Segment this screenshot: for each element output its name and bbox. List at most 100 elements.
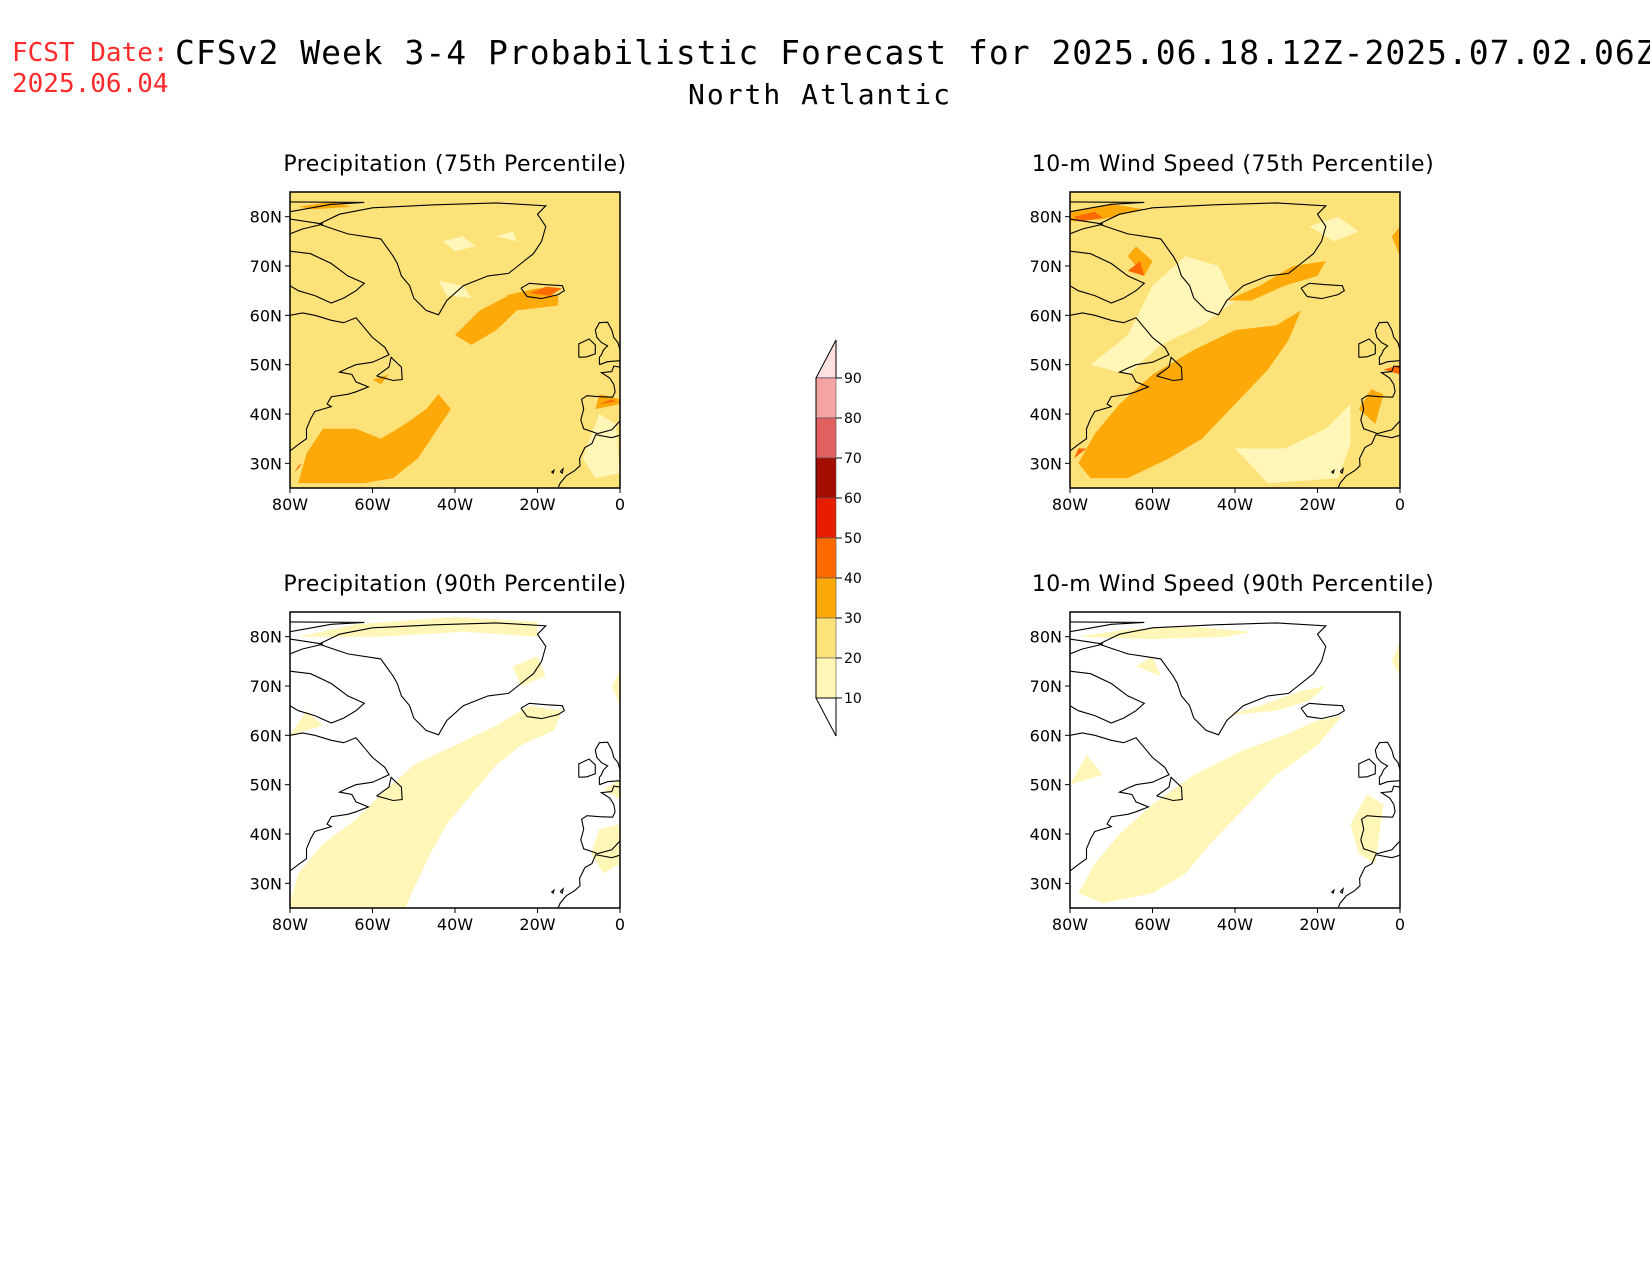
prob-area-10 [611,671,620,706]
coastline [1070,670,1146,724]
coastline [290,670,366,724]
prob-area-10 [298,616,538,637]
lon-tick-label: 20W [1299,915,1335,934]
lon-tick-label: 40W [437,495,473,514]
colorbar-segment [815,457,837,499]
coastline [1331,468,1335,475]
coastline [1300,282,1345,300]
lat-tick-label: 60N [1030,306,1062,325]
prob-area-40 [529,286,563,296]
coastline [1070,201,1145,213]
coastline [1339,467,1344,475]
colorbar-segment [815,497,837,539]
coastline [1156,356,1183,382]
panel-title-precip-90: Precipitation (90th Percentile) [283,572,627,597]
prob-area-40 [1383,364,1400,375]
lon-tick-label: 20W [519,915,555,934]
coastline [290,621,365,633]
prob-area-10 [496,231,517,242]
coastline [1098,622,1328,736]
lon-tick-label: 20W [519,495,555,514]
lon-tick-label: 0 [1395,915,1405,934]
lat-tick-label: 50N [250,776,282,795]
lat-tick-label: 60N [1030,726,1062,745]
panel-title-wind-75: 10-m Wind Speed (75th Percentile) [1031,152,1435,177]
region-subtitle: North Atlantic [687,78,952,111]
coastline [1098,202,1328,316]
colorbar-label: 20 [844,651,862,667]
prob-area-10 [1350,794,1384,864]
lat-tick-label: 80N [1030,208,1062,227]
lon-tick-label: 0 [1395,495,1405,514]
coastline [1374,741,1400,786]
prob-area-10 [1090,256,1235,375]
coastline [376,776,403,802]
coastline [1358,338,1376,358]
lat-tick-label: 70N [1030,677,1062,696]
main-title: CFSv2 Week 3-4 Probabilistic Forecast fo… [175,33,1650,72]
lat-tick-label: 70N [1030,257,1062,276]
coastline [290,312,390,452]
coastline [557,434,620,488]
prob-area-40 [1127,261,1145,276]
coastline [1070,732,1170,872]
lat-tick-label: 40N [1030,825,1062,844]
colorbar-segment [815,537,837,579]
map-precip-90: 80N 70N 60N 50N 40N 30N 80W 60W 40W 20W 0 [250,611,625,934]
coastline [580,365,620,435]
lat-tick-label: 30N [1030,874,1062,893]
prob-area-10 [442,236,476,252]
coastline [290,218,324,235]
lat-tick-label: 30N [1030,454,1062,473]
coastline [1156,776,1183,802]
coastline [290,732,390,872]
coastline [1070,312,1170,452]
coastline [1360,365,1400,435]
lon-tick-label: 0 [615,915,625,934]
coastline [578,338,596,358]
coastline [1360,785,1400,855]
lat-tick-label: 80N [1030,628,1062,647]
coastline [318,622,548,736]
prob-area-30 [455,290,559,345]
coastline [551,468,555,475]
colorbar-label: 10 [844,691,862,707]
prob-area-30 [1358,389,1384,424]
coastline [1331,888,1335,895]
map-wind-90: 80N 70N 60N 50N 40N 30N 80W 60W 40W 20W 0 [1030,611,1405,934]
prob-area-30 [1226,261,1326,301]
prob-area-10 [1078,626,1252,640]
coastline [1300,702,1345,720]
lat-tick-label: 50N [250,356,282,375]
colorbar-top-arrow [815,339,837,379]
prob-area-10 [591,824,620,874]
coastline [1358,758,1376,778]
lon-tick-label: 60W [354,915,390,934]
coastline [520,702,565,720]
coastline [290,201,365,213]
colorbar-label: 80 [844,411,862,427]
prob-area-10 [1309,216,1359,242]
prob-area-10 [290,710,323,736]
coastline [1070,250,1146,304]
lat-tick-label: 40N [250,405,282,424]
lon-tick-label: 20W [1299,495,1335,514]
coastline [1070,638,1104,655]
lat-tick-label: 30N [250,454,282,473]
colorbar: 90 80 70 60 50 40 30 20 10 [815,339,862,737]
colorbar-segment [815,377,837,419]
prob-area-30 [372,374,389,385]
coastline [594,321,620,366]
colorbar-bottom-arrow [815,697,837,737]
lat-tick-label: 50N [1030,356,1062,375]
prob-area-30 [1391,226,1400,257]
lat-tick-label: 70N [250,257,282,276]
colorbar-label: 90 [844,371,862,387]
lon-tick-label: 80W [272,915,308,934]
prob-area-10 [1070,755,1103,785]
colorbar-label: 30 [844,611,862,627]
lon-tick-label: 60W [354,495,390,514]
coastline [520,282,565,300]
prob-area-10 [1235,404,1351,484]
prob-area-40 [599,399,616,405]
